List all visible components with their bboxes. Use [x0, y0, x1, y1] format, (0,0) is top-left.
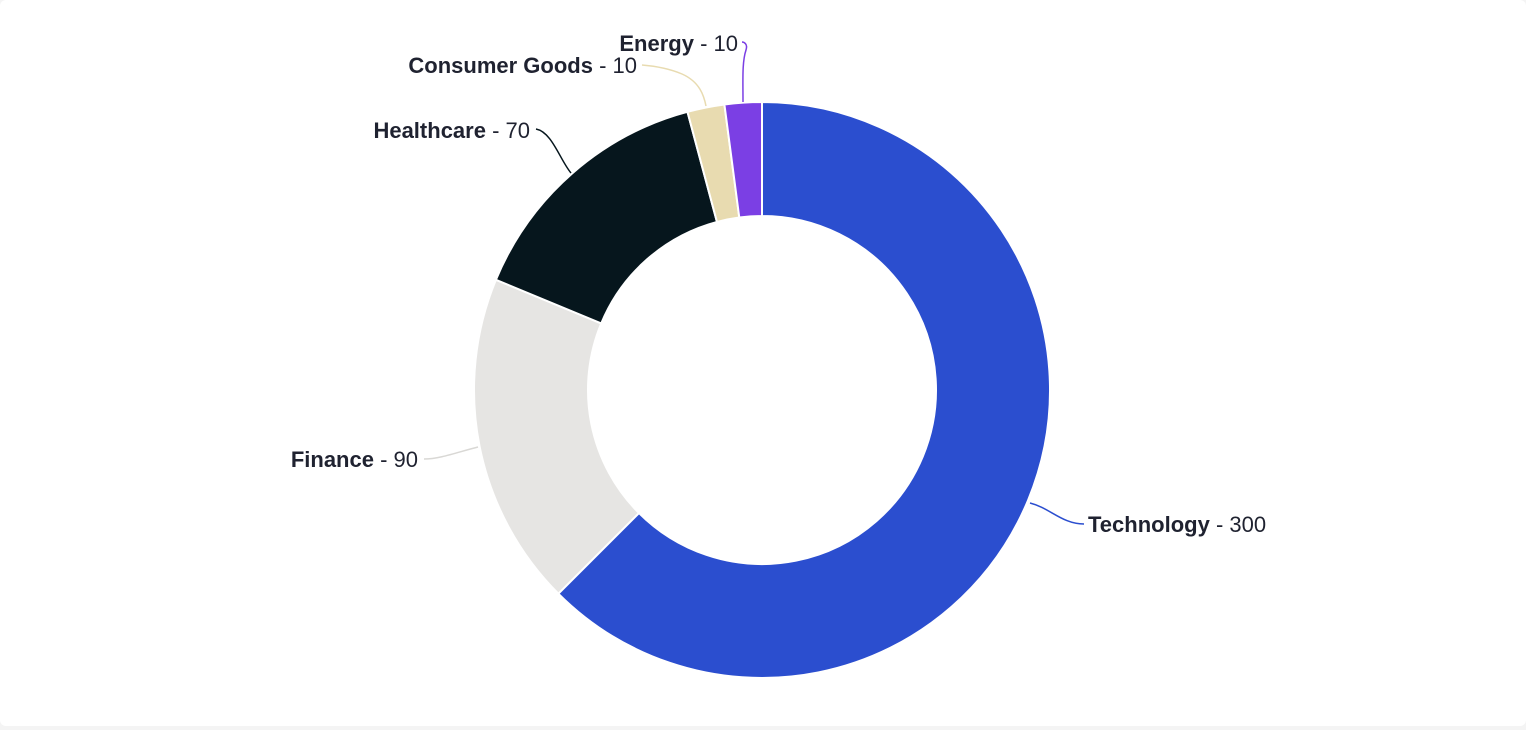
- leader-line-technology: [1029, 502, 1085, 525]
- slice-healthcare[interactable]: [494, 110, 719, 325]
- leader-line-consumer-goods: [641, 64, 707, 107]
- slice-energy[interactable]: [723, 100, 763, 219]
- slice-finance[interactable]: [473, 278, 641, 596]
- leader-lines-group: [423, 41, 1085, 525]
- slice-label-healthcare: Healthcare - 70: [373, 118, 530, 143]
- leader-line-energy: [741, 41, 748, 103]
- leader-line-finance: [423, 446, 479, 460]
- slice-label-finance: Finance - 90: [291, 447, 418, 472]
- slices-group: [473, 100, 1051, 679]
- slice-label-energy: Energy - 10: [619, 31, 738, 56]
- slice-labels-group: Technology - 300 Finance - 90 Healthcare -…: [291, 31, 1266, 537]
- leader-line-healthcare: [535, 128, 572, 174]
- slice-technology[interactable]: [556, 100, 1051, 679]
- slice-label-consumer-goods: Consumer Goods - 10: [408, 53, 637, 78]
- slice-label-technology: Technology - 300: [1088, 512, 1266, 537]
